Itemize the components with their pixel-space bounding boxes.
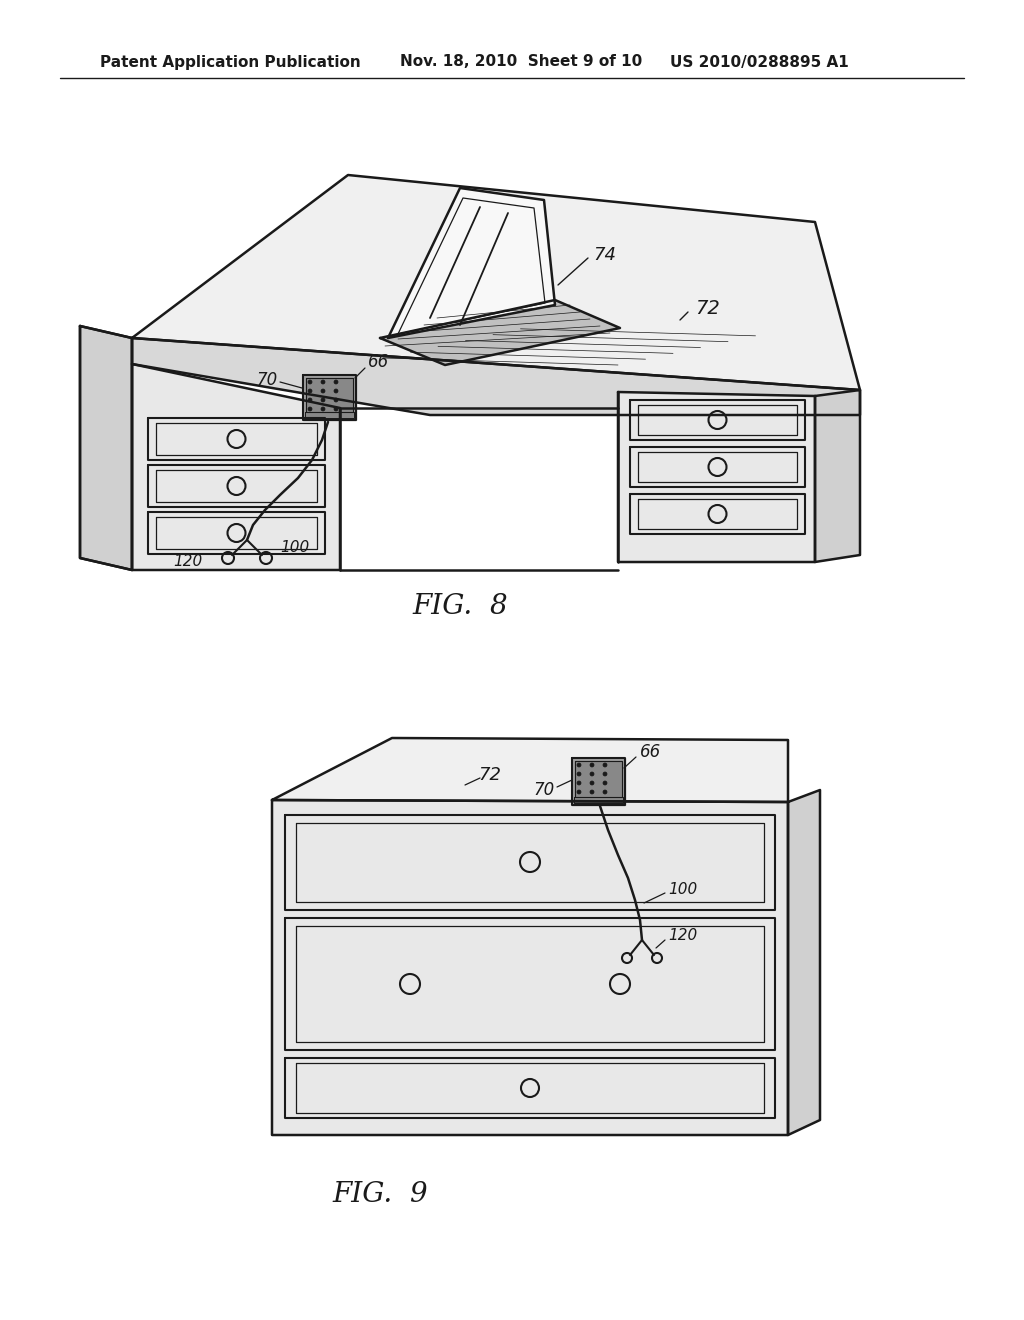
Circle shape (603, 763, 607, 767)
Circle shape (590, 781, 594, 785)
Polygon shape (305, 412, 354, 418)
Circle shape (321, 399, 325, 403)
Text: FIG.  9: FIG. 9 (332, 1181, 428, 1209)
Text: FIG.  8: FIG. 8 (413, 593, 508, 619)
Text: 66: 66 (368, 352, 389, 371)
Circle shape (603, 781, 607, 785)
Text: 100: 100 (280, 540, 309, 556)
Circle shape (334, 399, 338, 403)
Text: 70: 70 (534, 781, 555, 799)
Circle shape (334, 407, 338, 411)
Circle shape (334, 389, 338, 393)
Polygon shape (388, 187, 555, 338)
Circle shape (590, 789, 594, 795)
Polygon shape (815, 389, 860, 562)
Polygon shape (132, 176, 860, 389)
Text: 74: 74 (593, 246, 616, 264)
Circle shape (590, 772, 594, 776)
Circle shape (577, 772, 581, 776)
Polygon shape (80, 326, 132, 570)
Polygon shape (80, 326, 132, 570)
Circle shape (308, 380, 312, 384)
Text: 120: 120 (173, 553, 202, 569)
Circle shape (603, 772, 607, 776)
Polygon shape (574, 797, 623, 803)
Text: 72: 72 (695, 298, 720, 318)
Circle shape (308, 399, 312, 403)
Circle shape (308, 389, 312, 393)
Polygon shape (618, 392, 815, 562)
Circle shape (321, 389, 325, 393)
Circle shape (308, 407, 312, 411)
Circle shape (321, 407, 325, 411)
Circle shape (603, 789, 607, 795)
Polygon shape (272, 800, 788, 1135)
Polygon shape (132, 338, 860, 414)
Polygon shape (788, 789, 820, 1135)
Text: Nov. 18, 2010  Sheet 9 of 10: Nov. 18, 2010 Sheet 9 of 10 (400, 54, 642, 70)
Polygon shape (303, 375, 356, 420)
Polygon shape (272, 738, 788, 803)
Text: Patent Application Publication: Patent Application Publication (100, 54, 360, 70)
Circle shape (334, 380, 338, 384)
Circle shape (590, 763, 594, 767)
Circle shape (577, 781, 581, 785)
Text: 70: 70 (257, 371, 278, 389)
Circle shape (577, 763, 581, 767)
Polygon shape (575, 762, 622, 797)
Circle shape (577, 789, 581, 795)
Text: 120: 120 (668, 928, 697, 942)
Text: 100: 100 (668, 883, 697, 898)
Text: 66: 66 (640, 743, 662, 762)
Polygon shape (572, 758, 625, 805)
Text: 72: 72 (478, 766, 502, 784)
Circle shape (321, 380, 325, 384)
Polygon shape (380, 300, 620, 366)
Text: US 2010/0288895 A1: US 2010/0288895 A1 (670, 54, 849, 70)
Polygon shape (132, 364, 340, 570)
Polygon shape (306, 378, 353, 412)
